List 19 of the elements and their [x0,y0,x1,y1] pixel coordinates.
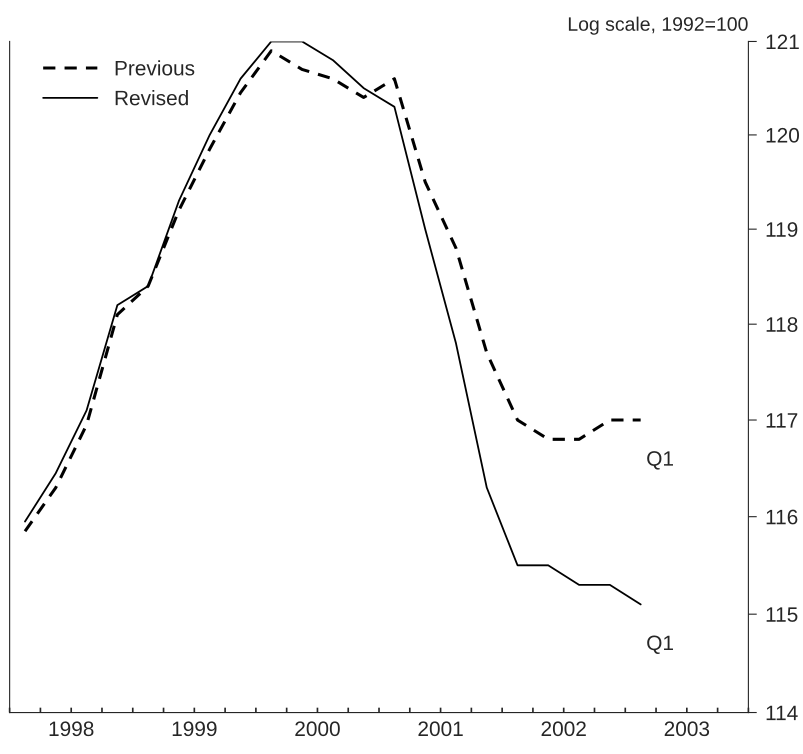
y-tick-label: 114 [766,706,798,720]
legend-label: Revised [116,90,188,106]
y-tick-label: 121 [766,34,799,50]
y-tick-label: 118 [766,317,798,332]
x-tick-label: 2001 [418,721,463,736]
x-tick-label: 1999 [172,721,217,736]
y-tick-label: 120 [766,128,800,143]
y-axis-title: Log scale, 1992=100 [568,16,748,35]
y-tick-label: 119 [766,222,798,237]
legend-label: Previous [116,60,194,76]
annotation: Q1 [647,451,673,470]
x-tick-label: 1998 [50,721,94,736]
x-tick-label: 2003 [664,721,710,736]
x-tick-label: 2002 [542,721,586,736]
x-tick-label: 2000 [295,721,340,736]
annotation: Q1 [647,636,673,654]
y-tick-label: 117 [766,413,798,428]
y-tick-label: 115 [766,607,798,622]
y-tick-label: 116 [766,510,798,524]
